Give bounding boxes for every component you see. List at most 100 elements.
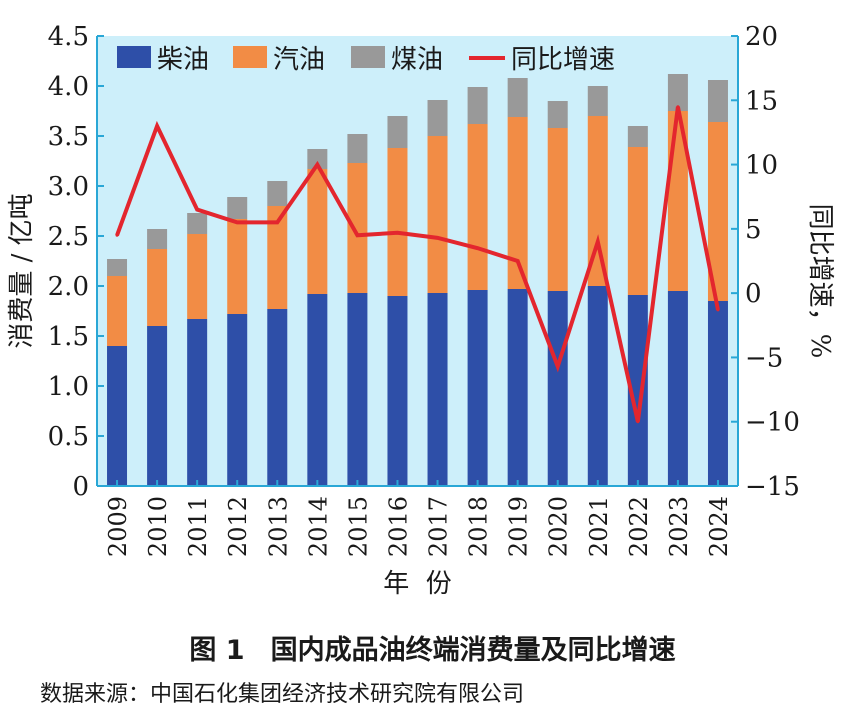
x-tick-label: 2015 (344, 496, 372, 557)
legend-swatch (233, 46, 267, 68)
bar-gasoline-2022 (627, 147, 648, 295)
bar-kerosene-2010 (147, 229, 168, 249)
bar-kerosene-2011 (187, 213, 208, 234)
legend-label: 汽油 (273, 45, 325, 75)
bar-diesel-2010 (147, 326, 168, 486)
y2-tick-label: 0 (745, 279, 762, 309)
growth-rate-point-2017 (436, 236, 440, 240)
y2-tick-label: 20 (745, 22, 778, 52)
bar-kerosene-2016 (387, 116, 408, 148)
x-tick-label: 2010 (144, 496, 172, 557)
growth-rate-point-2016 (395, 231, 399, 235)
caption-text: 国内成品油终端消费量及同比增速 (270, 635, 676, 666)
y2-axis-label: 同比增速，% (805, 204, 835, 359)
growth-rate-point-2010 (155, 124, 159, 128)
growth-rate-point-2023 (676, 105, 680, 109)
bar-diesel-2020 (547, 291, 568, 486)
bar-gasoline-2010 (147, 249, 168, 326)
y-tick-label: 2.0 (48, 272, 89, 302)
bar-gasoline-2015 (347, 163, 368, 293)
bar-kerosene-2014 (307, 149, 328, 169)
y-axis-label: 消费量 / 亿吨 (7, 193, 37, 348)
x-tick-label: 2018 (465, 496, 493, 557)
bar-diesel-2014 (307, 294, 328, 486)
legend-swatch (351, 46, 385, 68)
bar-diesel-2022 (627, 295, 648, 486)
legend-label: 柴油 (157, 45, 209, 75)
figure-caption: 图 1 国内成品油终端消费量及同比增速 (0, 628, 865, 667)
growth-rate-point-2019 (516, 259, 520, 263)
bar-gasoline-2020 (547, 128, 568, 291)
line-group (115, 105, 720, 424)
bar-kerosene-2012 (227, 197, 248, 219)
growth-rate-point-2015 (355, 233, 359, 237)
y-tick-label: 4.5 (48, 22, 89, 52)
x-tick-label: 2011 (184, 496, 212, 557)
bar-kerosene-2018 (467, 87, 488, 124)
bar-diesel-2011 (187, 319, 208, 486)
chart: 0 0.5 1.0 1.5 2.0 2.5 3.0 3.5 4.0 4.5 −15 −10 −5 0 5 10… (7, 22, 835, 599)
growth-rate-point-2024 (716, 308, 720, 312)
bar-kerosene-2015 (347, 134, 368, 163)
y-tick-label: 4.0 (48, 72, 89, 102)
y2-tick-label: 15 (745, 86, 778, 116)
bars-group (107, 74, 728, 486)
bar-kerosene-2009 (107, 259, 128, 276)
x-axis-label: 年 份 (383, 569, 452, 599)
bar-kerosene-2021 (587, 86, 608, 116)
legend-label: 煤油 (391, 45, 443, 75)
bar-kerosene-2017 (427, 100, 448, 136)
bar-gasoline-2012 (227, 219, 248, 314)
bar-gasoline-2016 (387, 148, 408, 296)
y-tick-label: 0 (72, 472, 89, 502)
x-tick-label: 2017 (425, 496, 453, 557)
y-tick-label: 2.5 (48, 222, 89, 252)
x-tick-label: 2019 (505, 496, 533, 557)
x-tick-label: 2012 (224, 496, 252, 557)
bar-kerosene-2020 (547, 101, 568, 128)
x-tick-label: 2009 (104, 496, 132, 557)
y2-tick-label: −15 (745, 472, 800, 502)
legend: 柴油 汽油 煤油 同比增速 (117, 45, 615, 75)
bar-diesel-2019 (507, 289, 528, 486)
bar-gasoline-2018 (467, 124, 488, 290)
bar-diesel-2021 (587, 286, 608, 486)
y-tick-label: 1.5 (48, 322, 89, 352)
bar-kerosene-2024 (707, 80, 728, 122)
y-tick-label: 0.5 (48, 422, 89, 452)
growth-rate-point-2009 (115, 233, 119, 237)
x-tick-label: 2022 (625, 496, 653, 557)
y2-tick-label: −5 (745, 343, 783, 373)
y-tick-label: 1.0 (48, 372, 89, 402)
x-tick-label: 2020 (545, 496, 573, 557)
legend-swatch (117, 46, 151, 68)
bar-kerosene-2013 (267, 181, 288, 206)
bar-kerosene-2023 (667, 74, 688, 111)
bar-gasoline-2024 (707, 122, 728, 301)
growth-rate-point-2014 (315, 163, 319, 167)
bar-gasoline-2017 (427, 136, 448, 293)
bar-kerosene-2019 (507, 78, 528, 117)
x-tick-label: 2014 (304, 496, 332, 557)
bar-diesel-2012 (227, 314, 248, 486)
x-tick-label: 2024 (705, 496, 733, 557)
bar-gasoline-2011 (187, 234, 208, 319)
bar-diesel-2009 (107, 346, 128, 486)
axes-group: 0 0.5 1.0 1.5 2.0 2.5 3.0 3.5 4.0 4.5 −15 −10 −5 0 5 10… (48, 22, 800, 557)
bar-gasoline-2014 (307, 169, 328, 294)
x-tick-label: 2021 (585, 496, 613, 557)
bar-gasoline-2009 (107, 276, 128, 346)
bar-gasoline-2021 (587, 116, 608, 286)
growth-rate-point-2018 (476, 246, 480, 250)
x-tick-label: 2013 (264, 496, 292, 557)
growth-rate-point-2022 (636, 420, 640, 424)
bar-diesel-2023 (667, 291, 688, 486)
legend-label: 同比增速 (511, 45, 615, 75)
x-tick-label: 2023 (665, 496, 693, 557)
bar-diesel-2024 (707, 301, 728, 486)
bar-kerosene-2022 (627, 126, 648, 147)
bar-diesel-2017 (427, 293, 448, 486)
bar-diesel-2013 (267, 309, 288, 486)
growth-rate-point-2021 (596, 240, 600, 244)
